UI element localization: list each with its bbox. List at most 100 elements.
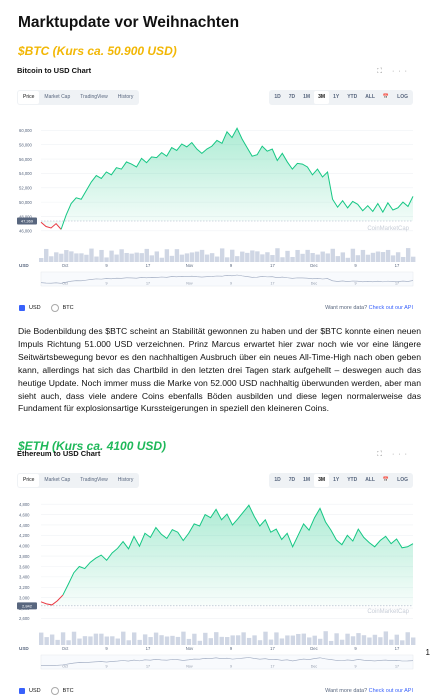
- volume-bar: [104, 257, 109, 262]
- volume-bar: [74, 253, 79, 262]
- calendar-icon[interactable]: 📅: [382, 477, 390, 483]
- y-tick-label: 4,000: [19, 544, 30, 549]
- y-tick-label: 4,400: [19, 523, 30, 528]
- range-ytd[interactable]: YTD: [347, 477, 358, 483]
- range-1m[interactable]: 1M: [303, 94, 311, 100]
- x-tick-label: 9: [354, 263, 357, 268]
- y-tick-label: 46,000: [19, 229, 32, 234]
- tab-history[interactable]: History: [117, 477, 134, 483]
- chart-actions[interactable]: ⛶ ···: [377, 68, 411, 75]
- price-line-up: [62, 504, 414, 596]
- volume-bar: [270, 255, 275, 262]
- volume-bar: [181, 631, 186, 645]
- volume-bar: [230, 635, 235, 645]
- tab-tradingview[interactable]: TradingView: [80, 94, 108, 100]
- volume-bar: [214, 256, 220, 262]
- api-question: Want more data?: [325, 305, 368, 311]
- btc-radio-icon[interactable]: [50, 304, 59, 312]
- volume-bar: [296, 633, 301, 645]
- chart-tabs: Price Market Cap TradingView History: [17, 473, 140, 488]
- volume-bar: [300, 253, 305, 262]
- range-all[interactable]: ALL: [365, 477, 375, 483]
- volume-bar: [305, 249, 310, 262]
- volume-bar: [355, 255, 361, 262]
- price-line-down: [40, 594, 64, 606]
- tab-price[interactable]: Price: [18, 91, 40, 104]
- legend-usd: USD: [29, 305, 41, 311]
- usd-checkbox-icon[interactable]: [19, 688, 25, 694]
- usd-checkbox-icon[interactable]: [19, 305, 25, 311]
- tab-price[interactable]: Price: [18, 474, 40, 487]
- volume-bar: [345, 633, 350, 645]
- range-1d[interactable]: 1D: [274, 94, 281, 100]
- range-log[interactable]: LOG: [397, 94, 408, 100]
- y-tick-label: 3,400: [19, 575, 30, 580]
- x-tick-label: 17: [395, 646, 400, 651]
- range-all[interactable]: ALL: [365, 94, 375, 100]
- volume-bar: [110, 636, 115, 645]
- y-tick-label: 52,000: [19, 186, 32, 191]
- range-1m[interactable]: 1M: [303, 477, 311, 483]
- navigator-tick-label: 17: [271, 282, 275, 286]
- range-3m[interactable]: 3M: [314, 474, 330, 487]
- api-note: Want more data? Check out our API: [325, 688, 413, 694]
- volume-bar: [153, 632, 159, 645]
- volume-bar: [225, 257, 230, 262]
- volume-bar: [235, 256, 240, 262]
- volume-bar: [79, 253, 84, 262]
- range-3m[interactable]: 3M: [314, 91, 330, 104]
- volume-bar: [137, 639, 142, 645]
- tab-history[interactable]: History: [117, 94, 134, 100]
- baseline-badge: [17, 602, 37, 610]
- legend-btc: BTC: [62, 305, 74, 311]
- calendar-icon[interactable]: 📅: [382, 94, 390, 100]
- range-1y[interactable]: 1Y: [333, 94, 340, 100]
- navigator-tick-label: Dec: [311, 282, 318, 286]
- navigator-tick-label: 17: [146, 282, 150, 286]
- volume-bar: [275, 248, 280, 262]
- chart-actions[interactable]: ⛶ ···: [377, 451, 411, 458]
- btc-chart-widget: Bitcoin to USD Chart ⛶ ··· Price Market …: [17, 66, 417, 316]
- range-log[interactable]: LOG: [397, 477, 408, 483]
- x-tick-label: 17: [395, 263, 400, 268]
- range-7d[interactable]: 7D: [288, 477, 296, 483]
- chart-legend: USD BTC: [19, 687, 74, 695]
- range-7d[interactable]: 7D: [288, 94, 296, 100]
- x-tick-label: Nov: [186, 263, 194, 268]
- volume-bar: [60, 632, 66, 645]
- volume-bar: [279, 638, 285, 645]
- navigator-tick-label: Nov: [186, 282, 193, 286]
- api-link[interactable]: Check out our API: [368, 305, 413, 311]
- volume-bar: [257, 640, 263, 645]
- volume-bar: [124, 252, 129, 262]
- x-tick-label: 9: [354, 646, 357, 651]
- volume-bar: [84, 254, 89, 262]
- eth-price-plot[interactable]: 4,800 4,600 4,400 4,200 4,000 3,800 3,600 3,400…: [17, 493, 417, 685]
- volume-bar: [365, 254, 371, 262]
- volume-bar: [94, 256, 99, 262]
- tab-tradingview[interactable]: TradingView: [80, 477, 108, 483]
- volume-bar: [159, 257, 165, 262]
- volume-bar: [265, 252, 270, 262]
- volume-bar: [197, 640, 203, 645]
- volume-bar: [356, 633, 361, 645]
- range-1y[interactable]: 1Y: [333, 477, 340, 483]
- eth-section-heading: $ETH (Kurs ca. 4100 USD): [18, 439, 167, 453]
- range-1d[interactable]: 1D: [274, 477, 281, 483]
- volume-bar: [328, 640, 334, 645]
- tab-market-cap[interactable]: Market Cap: [44, 477, 71, 483]
- btc-price-plot[interactable]: 60,000 58,000 56,000 54,000 52,000 50,000 48,0…: [17, 110, 417, 302]
- navigator-tick-label: 17: [395, 665, 399, 669]
- volume-bar: [203, 632, 208, 645]
- volume-bar: [71, 631, 77, 645]
- y-tick-label: 54,000: [19, 171, 32, 176]
- tab-market-cap[interactable]: Market Cap: [44, 94, 71, 100]
- btc-radio-icon[interactable]: [50, 687, 59, 695]
- range-ytd[interactable]: YTD: [347, 94, 358, 100]
- volume-bar: [295, 249, 300, 262]
- volume-bar: [263, 631, 268, 645]
- api-note: Want more data? Check out our API: [325, 305, 413, 311]
- watermark: CoinMarketCap: [367, 226, 409, 232]
- volume-bar: [339, 639, 345, 645]
- api-link[interactable]: Check out our API: [368, 688, 413, 694]
